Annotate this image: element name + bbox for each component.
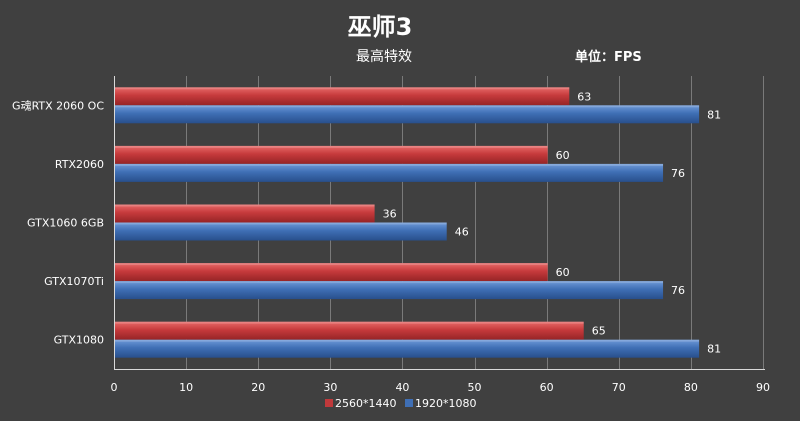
bar-2560*1440-RTX2060: [115, 145, 548, 164]
chart-subtitle: 最高特效: [356, 48, 412, 65]
bar-highlight: [115, 339, 700, 342]
bar-highlight: [115, 163, 664, 166]
legend-label: 2560*1440: [335, 397, 397, 410]
bar-highlight: [115, 105, 700, 108]
bar-1920*1080-GTX1070Ti: [115, 281, 664, 300]
category-label: GTX1060 6GB: [27, 217, 104, 230]
legend: 2560*1440 1920*1080: [325, 397, 477, 410]
category-labels: G魂RTX 2060 OC RTX2060 GTX1060 6GB GTX1070Ti…: [12, 99, 104, 346]
bar-highlight: [115, 204, 375, 207]
bar-1920*1080-RTX2060: [115, 163, 664, 182]
x-tick-label: 90: [756, 381, 770, 394]
bar-2560*1440-G魂RTX 2060 OC: [115, 87, 570, 106]
data-label: 60: [556, 149, 570, 162]
x-tick-label: 60: [540, 381, 554, 394]
x-tick-label: 20: [251, 381, 265, 394]
bar-highlight: [115, 87, 570, 90]
bar-highlight: [115, 145, 548, 148]
x-tick-label: 70: [612, 381, 626, 394]
x-tick-labels: 0 10 20 30 40 50 60 70 80 90: [111, 381, 771, 394]
x-tick-label: 80: [684, 381, 698, 394]
data-label: 65: [592, 325, 606, 338]
bars: [115, 87, 700, 358]
category-label: RTX2060: [55, 158, 104, 171]
x-tick-label: 30: [323, 381, 337, 394]
x-tick-label: 0: [111, 381, 118, 394]
x-tick-label: 50: [468, 381, 482, 394]
data-label: 60: [556, 266, 570, 279]
category-label: G魂RTX 2060 OC: [12, 99, 104, 112]
data-label: 81: [707, 343, 721, 356]
bar-1920*1080-G魂RTX 2060 OC: [115, 105, 700, 124]
category-label: GTX1070Ti: [44, 275, 104, 288]
bar-2560*1440-GTX1060 6GB: [115, 204, 375, 223]
x-tick-label: 10: [179, 381, 193, 394]
data-label: 46: [455, 226, 469, 239]
data-label: 76: [671, 284, 685, 297]
data-label: 76: [671, 167, 685, 180]
data-label: 63: [577, 90, 591, 103]
gridlines: [186, 76, 764, 369]
x-tick-label: 40: [395, 381, 409, 394]
bar-highlight: [115, 263, 548, 266]
legend-swatch: [405, 399, 413, 407]
bar-highlight: [115, 281, 664, 284]
legend-swatch: [325, 399, 333, 407]
data-label: 81: [707, 108, 721, 121]
chart-title: 巫师3: [348, 13, 413, 41]
bar-1920*1080-GTX1080: [115, 339, 700, 358]
category-label: GTX1080: [54, 334, 104, 347]
data-label: 36: [383, 208, 397, 221]
bar-2560*1440-GTX1080: [115, 321, 584, 340]
bar-highlight: [115, 321, 584, 324]
data-labels: 63 81 60 76 36 46 60 76 65 81: [383, 90, 721, 355]
legend-label: 1920*1080: [415, 397, 477, 410]
bar-highlight: [115, 222, 447, 225]
bar-2560*1440-GTX1070Ti: [115, 263, 548, 282]
unit-label: 单位：FPS: [575, 49, 642, 65]
bar-1920*1080-GTX1060 6GB: [115, 222, 447, 241]
